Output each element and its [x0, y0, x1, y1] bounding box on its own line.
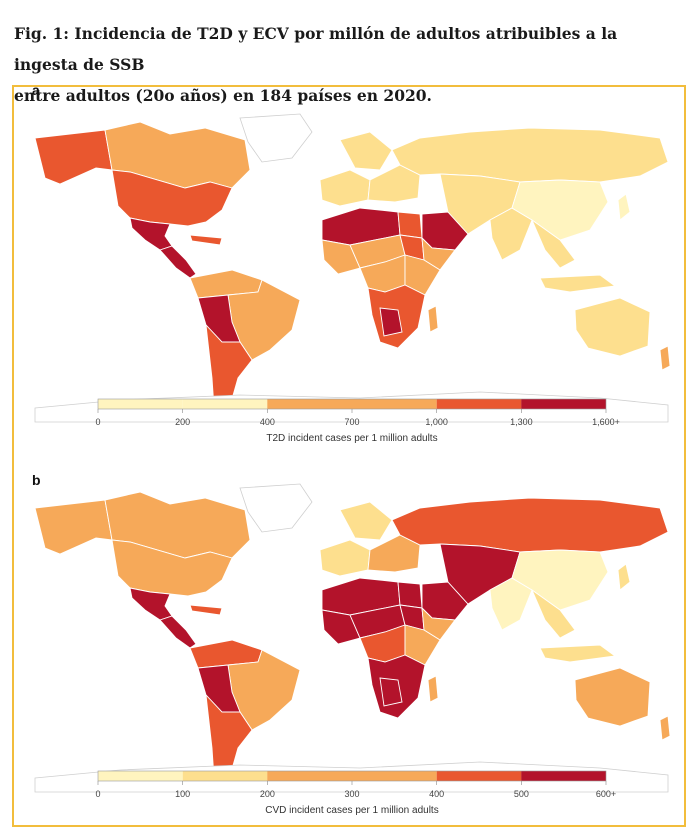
region-indonesia — [539, 644, 617, 663]
region-caribbean — [189, 234, 223, 246]
legend-tick-label: 1,600+ — [592, 417, 620, 427]
panel-a-letter: a — [32, 82, 40, 98]
region-west-africa — [321, 609, 361, 645]
region-northern-europe — [339, 501, 393, 541]
region-indonesia — [539, 274, 617, 293]
region-horn-of-africa — [421, 606, 456, 641]
legend-tick-label: 1,300 — [510, 417, 533, 427]
region-new-zealand — [659, 715, 671, 741]
region-russia — [391, 127, 669, 183]
region-japan — [617, 193, 631, 221]
legend-bin-2 — [267, 399, 352, 409]
region-egypt — [397, 211, 423, 239]
legend-bin-5 — [521, 771, 606, 781]
region-china-mongolia — [511, 179, 609, 241]
legend-tick-label: 700 — [344, 417, 359, 427]
region-madagascar — [427, 675, 439, 703]
region-namibia-botswana — [379, 677, 403, 707]
legend-bin-0 — [98, 771, 183, 781]
legend-title: T2D incident cases per 1 million adults — [266, 433, 437, 444]
region-caribbean — [189, 604, 223, 616]
region-alaska — [34, 499, 113, 555]
region-russia — [391, 497, 669, 553]
region-western-europe — [319, 539, 371, 577]
map-panel-b: 0 100 200 300 400 500 600+ CVD incident cases p… — [34, 483, 671, 816]
region-northern-europe — [339, 131, 393, 171]
legend-bin-3 — [352, 771, 437, 781]
caption-line-2: entre adultos (20o años) en 184 países e… — [14, 86, 432, 105]
legend-b: 0 100 200 300 400 500 600+ CVD incident cases p… — [95, 770, 616, 816]
caption-line-1: Fig. 1: Incidencia de T2D y ECV por mill… — [14, 24, 618, 74]
region-southeast-asia — [530, 218, 576, 269]
region-east-africa — [404, 624, 441, 666]
region-egypt — [397, 581, 423, 609]
region-china-mongolia — [511, 549, 609, 611]
legend-a: 0 200 400 700 1,000 1,300 1,600+ T2D incident c… — [95, 398, 620, 444]
map-layer — [34, 483, 671, 793]
legend-tick-label: 100 — [175, 789, 190, 799]
region-namibia-botswana — [379, 307, 403, 337]
legend-bin-2 — [267, 771, 352, 781]
region-australia — [574, 297, 651, 357]
map-layer — [34, 113, 671, 423]
legend-bin-5 — [521, 399, 606, 409]
legend-tick-label: 1,000 — [425, 417, 448, 427]
legend-tick-label: 400 — [260, 417, 275, 427]
region-greenland — [239, 113, 313, 163]
region-alaska — [34, 129, 113, 185]
map-panel-a: 0 200 400 700 1,000 1,300 1,600+ T2D incident c… — [34, 113, 671, 444]
region-horn-of-africa — [421, 236, 456, 271]
legend-bin-3 — [352, 399, 437, 409]
region-western-europe — [319, 169, 371, 207]
legend-tick-label: 200 — [175, 417, 190, 427]
region-central-america — [159, 615, 197, 649]
legend-bin-1 — [182, 771, 268, 781]
legend-bin-4 — [436, 771, 522, 781]
legend-bin-1 — [182, 399, 268, 409]
region-greenland — [239, 483, 313, 533]
legend-tick-label: 300 — [344, 789, 359, 799]
panel-b-letter: b — [32, 472, 41, 488]
legend-tick-label: 0 — [95, 417, 100, 427]
legend-bin-4 — [436, 399, 522, 409]
region-madagascar — [427, 305, 439, 333]
region-japan — [617, 563, 631, 591]
region-east-africa — [404, 254, 441, 296]
legend-bin-0 — [98, 399, 183, 409]
region-west-africa — [321, 239, 361, 275]
region-new-zealand — [659, 345, 671, 371]
legend-tick-label: 200 — [260, 789, 275, 799]
figure-frame — [12, 85, 686, 827]
region-australia — [574, 667, 651, 727]
figure-caption: Fig. 1: Incidencia de T2D y ECV por mill… — [14, 18, 686, 111]
legend-tick-label: 600+ — [596, 789, 616, 799]
region-southeast-asia — [530, 588, 576, 639]
legend-tick-label: 500 — [514, 789, 529, 799]
legend-title: CVD incident cases per 1 million adults — [265, 805, 438, 816]
legend-tick-label: 400 — [429, 789, 444, 799]
legend-tick-label: 0 — [95, 789, 100, 799]
region-central-america — [159, 245, 197, 279]
